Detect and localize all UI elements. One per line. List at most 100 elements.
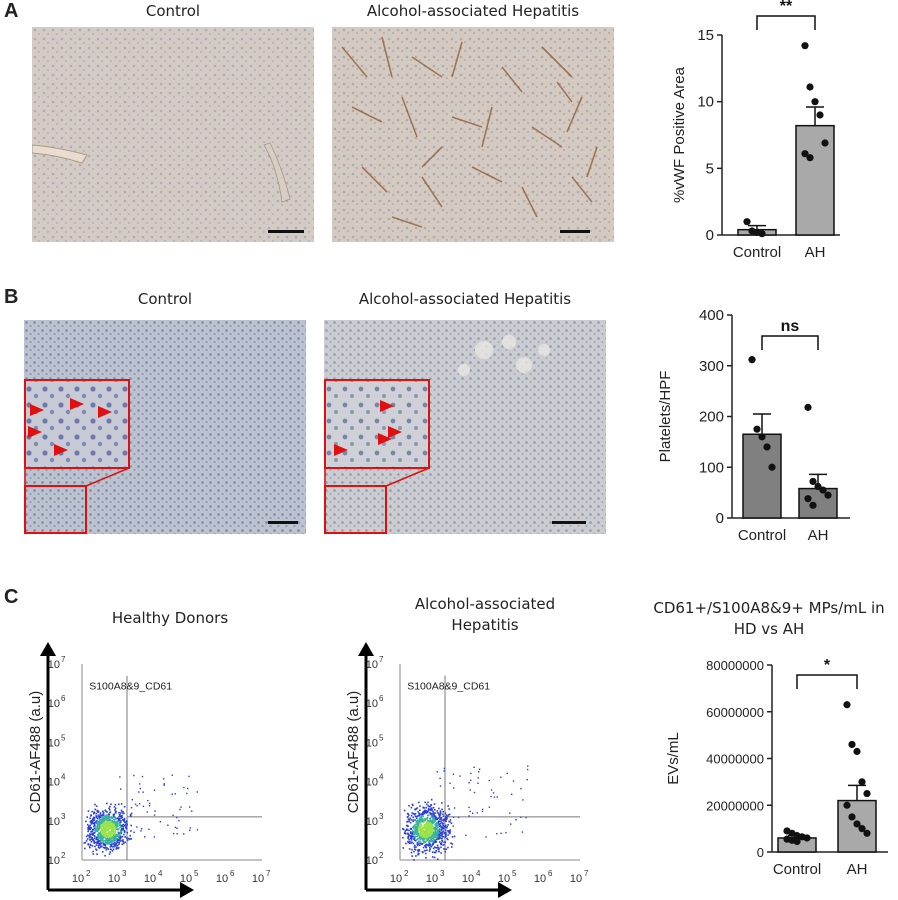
event-dot	[167, 824, 169, 826]
y-tick-label: 200	[699, 409, 724, 426]
event-dot	[409, 840, 411, 843]
event-dot	[414, 828, 417, 830]
event-dot	[420, 834, 423, 836]
event-dot	[417, 821, 419, 823]
event-dot	[102, 836, 104, 839]
event-dot	[427, 825, 430, 827]
event-dot	[412, 835, 415, 838]
event-dot	[118, 818, 121, 820]
event-dot	[429, 848, 431, 851]
event-dot	[105, 835, 107, 838]
event-dot	[433, 841, 436, 844]
event-dot	[119, 815, 121, 818]
flow-y-tick-label: 10	[48, 855, 60, 867]
event-dot	[91, 821, 94, 824]
event-dot	[122, 825, 125, 828]
event-dot	[414, 812, 417, 815]
event-dot	[421, 828, 424, 831]
scale-bar	[268, 521, 298, 524]
event-dot	[121, 814, 123, 817]
event-dot	[93, 834, 96, 837]
event-dot	[426, 834, 428, 836]
event-dot	[110, 840, 112, 843]
flow-x-tick-exponent: 7	[266, 869, 271, 878]
event-dot	[459, 775, 461, 777]
flow-y-tick-exponent: 7	[379, 655, 384, 664]
event-dot	[440, 842, 443, 844]
event-dot	[435, 828, 438, 831]
y-tick-label: 0	[757, 845, 764, 860]
flow-title-ah: Alcohol-associated Hepatitis	[380, 594, 590, 636]
event-dot	[413, 839, 416, 841]
event-dot	[449, 832, 451, 835]
event-dot	[453, 787, 455, 789]
event-dot	[437, 820, 440, 823]
event-dot	[427, 805, 430, 807]
data-point	[858, 825, 866, 833]
event-dot	[122, 812, 124, 815]
event-dot	[428, 850, 431, 852]
event-dot	[109, 805, 111, 808]
event-dot	[434, 840, 437, 842]
event-dot	[411, 826, 414, 829]
y-axis-label: Platelets/HPF	[657, 371, 674, 463]
event-dot	[104, 817, 106, 819]
event-dot	[440, 852, 442, 854]
event-dot	[450, 846, 453, 848]
event-dot	[95, 815, 97, 817]
event-dot	[427, 826, 430, 828]
event-dot	[441, 802, 443, 804]
event-dot	[478, 771, 480, 773]
event-dot	[429, 812, 432, 815]
event-dot	[427, 814, 429, 817]
event-dot	[439, 813, 441, 816]
event-dot	[113, 825, 116, 828]
event-dot	[95, 838, 98, 841]
event-dot	[446, 825, 448, 828]
event-dot	[120, 788, 122, 790]
data-point	[853, 747, 861, 756]
event-dot	[525, 816, 527, 819]
event-dot	[441, 835, 444, 838]
event-dot	[430, 804, 432, 806]
data-point	[758, 230, 766, 238]
event-dot	[118, 821, 121, 824]
event-dot	[444, 824, 447, 827]
event-dot	[118, 839, 121, 841]
event-dot	[432, 837, 435, 840]
event-dot	[437, 823, 440, 826]
event-dot	[423, 812, 426, 815]
event-dot	[101, 829, 104, 832]
event-dot	[465, 834, 467, 837]
event-dot	[477, 782, 479, 784]
event-dot	[431, 809, 433, 811]
event-dot	[121, 819, 124, 821]
event-dot	[428, 841, 431, 844]
event-dot	[450, 822, 453, 824]
event-dot	[414, 825, 417, 828]
event-dot	[114, 829, 117, 831]
event-dot	[95, 812, 98, 815]
event-dot	[445, 827, 448, 829]
event-dot	[416, 833, 419, 835]
event-dot	[100, 835, 103, 837]
event-dot	[419, 805, 421, 807]
event-dot	[414, 848, 416, 851]
event-dot	[96, 809, 99, 812]
event-dot	[89, 817, 91, 820]
event-dot	[120, 820, 122, 822]
event-dot	[183, 833, 185, 835]
micrograph-ah-platelets	[324, 320, 606, 534]
event-dot	[442, 824, 445, 827]
event-dot	[441, 832, 443, 835]
event-dot	[119, 822, 121, 825]
flow-x-tick-label: 10	[534, 873, 546, 885]
event-dot	[441, 826, 444, 828]
event-dot	[438, 841, 441, 843]
event-dot	[420, 831, 423, 834]
flow-x-tick-exponent: 7	[584, 869, 589, 878]
event-dot	[120, 815, 122, 818]
event-dot	[419, 824, 421, 826]
event-dot	[448, 814, 450, 816]
event-dot	[114, 827, 117, 829]
